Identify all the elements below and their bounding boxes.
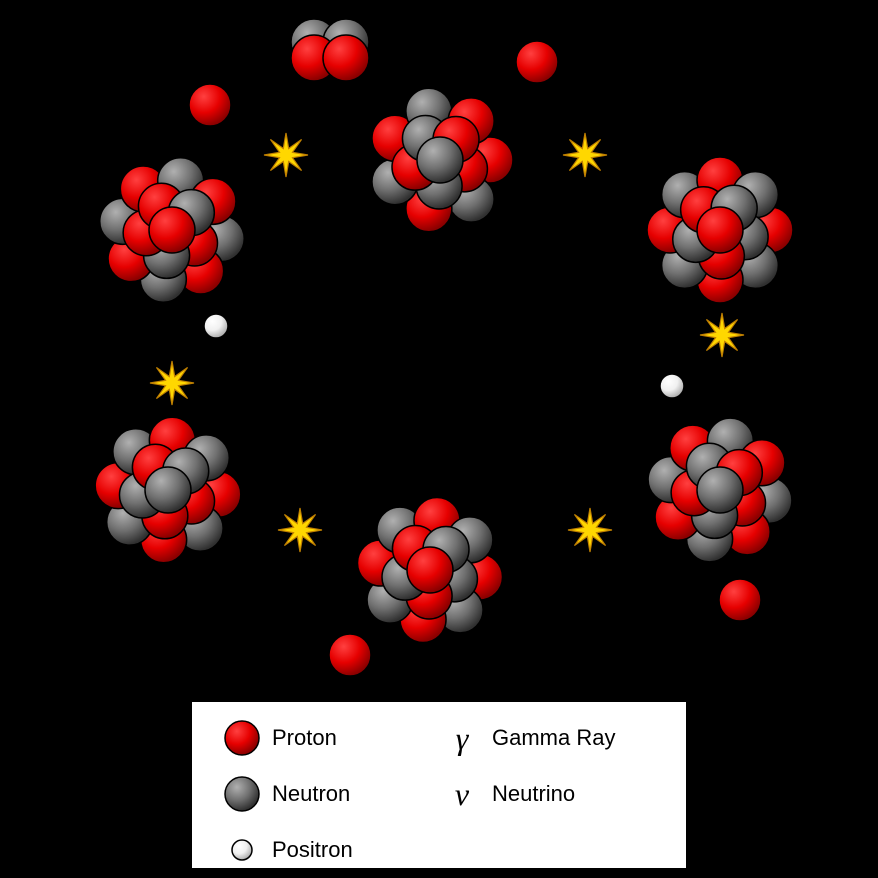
free-proton [329, 634, 371, 676]
nucleus-upper-right [647, 157, 793, 303]
proton-sphere [407, 547, 453, 593]
legend-positron-icon [212, 830, 272, 870]
free-proton [189, 84, 231, 126]
gamma-burst-icon [700, 313, 744, 357]
legend-label-neutron: Neutron [272, 781, 432, 807]
neutron-sphere [417, 137, 463, 183]
proton-sphere [697, 207, 743, 253]
gamma-burst-icon [563, 133, 607, 177]
legend-grid: ProtonγGamma Ray NeutronνNeutrino Positron [212, 714, 666, 874]
free-proton [516, 41, 558, 83]
gamma-burst-icon [264, 133, 308, 177]
positron-sphere [660, 374, 684, 398]
legend-label-neutrino: Neutrino [492, 781, 652, 807]
legend-label-gamma-ray: Gamma Ray [492, 725, 652, 751]
legend-proton-icon [212, 718, 272, 758]
gamma-burst-icon [150, 361, 194, 405]
neutron-sphere [697, 467, 743, 513]
nucleus-bottom [357, 497, 502, 642]
gamma-burst-icon [568, 508, 612, 552]
proton-sphere [323, 35, 369, 81]
neutron-sphere [145, 467, 191, 513]
nucleus-lower-left [95, 417, 241, 563]
legend-box: ProtonγGamma Ray NeutronνNeutrino Positron [190, 700, 688, 870]
legend-label-proton: Proton [272, 725, 432, 751]
legend-label-positron: Positron [272, 837, 432, 863]
legend-neutrino-icon: ν [432, 778, 492, 810]
legend-neutron-icon [212, 774, 272, 814]
proton-sphere [149, 207, 195, 253]
legend-gamma-icon: γ [432, 722, 492, 754]
free-proton [719, 579, 761, 621]
alpha-pair [291, 19, 369, 81]
gamma-burst-icon [278, 508, 322, 552]
positron-sphere [204, 314, 228, 338]
cno-cycle-diagram: ProtonγGamma Ray NeutronνNeutrino Positron [0, 0, 878, 878]
